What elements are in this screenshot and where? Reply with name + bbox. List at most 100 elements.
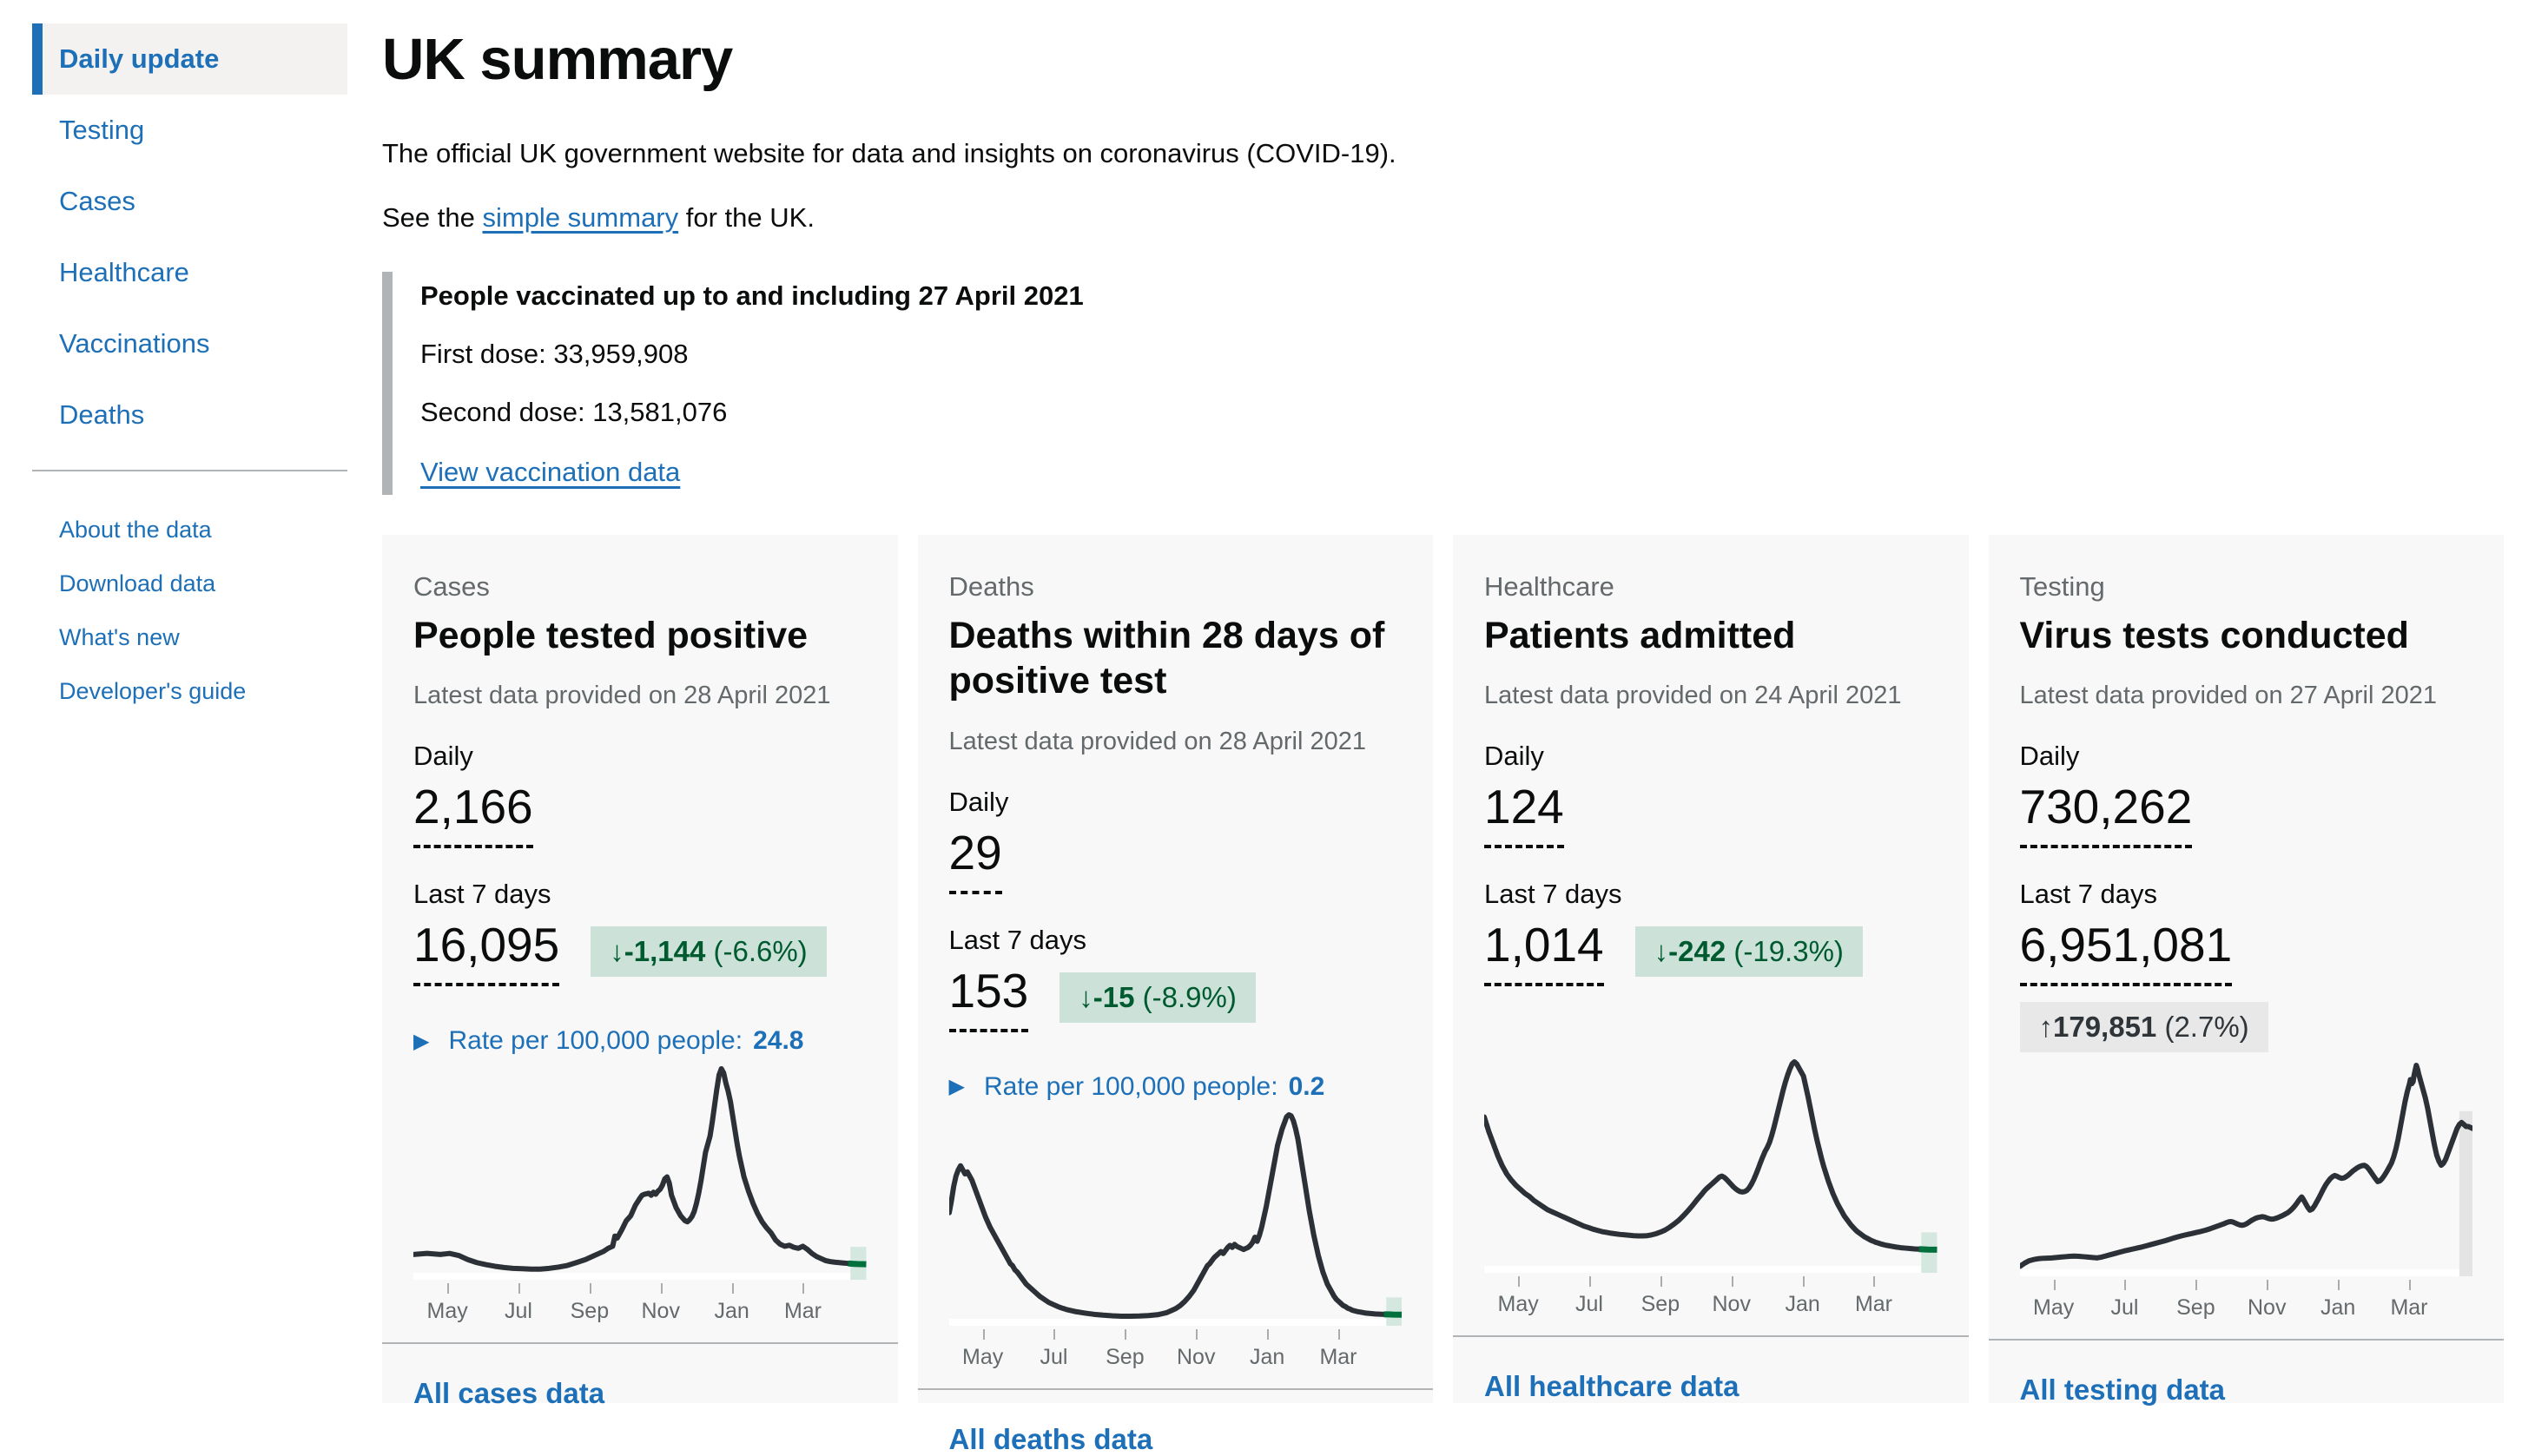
daily-value: 29	[948, 825, 1002, 894]
change-percent: (2.7%)	[2156, 1011, 2249, 1044]
axis-month-label: May	[961, 1344, 1004, 1369]
sidebar-item-healthcare[interactable]: Healthcare	[32, 237, 347, 308]
rate-value: 0.2	[1288, 1071, 1325, 1101]
all-deaths-data-link[interactable]: All deaths data	[948, 1422, 1153, 1455]
sidebar-item-label: Cases	[59, 186, 135, 216]
sidebar-item-cases[interactable]: Cases	[32, 166, 347, 237]
rate-disclosure[interactable]: ▶ Rate per 100,000 people: 0.2	[949, 1072, 1403, 1102]
daily-label: Daily	[1484, 741, 1544, 772]
change-value: -15	[1093, 980, 1135, 1013]
sidebar-item-label: What's new	[59, 623, 180, 650]
sidebar-item-testing[interactable]: Testing	[32, 95, 347, 166]
testing-trend-chart	[2019, 1052, 2472, 1277]
axis-month-label: Nov	[641, 1299, 680, 1324]
axis-month-label: Jan	[714, 1299, 749, 1324]
axis-tick	[2267, 1280, 2269, 1291]
daily-label: Daily	[413, 741, 473, 772]
chart-month-axis: May Jul Sep Nov Jan Mar	[413, 1281, 867, 1337]
rate-value: 24.8	[753, 1026, 804, 1056]
card-cases: Cases People tested positive Latest data…	[382, 535, 898, 1409]
card-testing: Testing Virus tests conducted Latest dat…	[1988, 535, 2504, 1406]
sidebar-item-label: Vaccinations	[59, 328, 210, 359]
axis-tick	[1873, 1276, 1876, 1287]
axis-tick	[1337, 1328, 1340, 1340]
axis-tick	[1731, 1276, 1733, 1287]
all-healthcare-data-link[interactable]: All healthcare data	[1484, 1370, 1740, 1402]
daily-value: 730,262	[2019, 779, 2193, 849]
intro-text: The official UK government website for d…	[382, 138, 1396, 168]
sidebar-item-vaccinations[interactable]: Vaccinations	[32, 308, 347, 379]
sidebar-item-deaths[interactable]: Deaths	[32, 379, 347, 451]
axis-tick	[2195, 1280, 2198, 1291]
simple-summary-line: See the simple summary for the UK.	[382, 202, 2504, 234]
latest-data-caption: Latest data provided on 28 April 2021	[948, 727, 1366, 755]
view-vaccination-data-link[interactable]: View vaccination data	[420, 457, 681, 487]
daily-label: Daily	[2019, 741, 2080, 772]
page-title: UK summary	[382, 27, 733, 92]
axis-month-label: Nov	[1712, 1292, 1751, 1316]
card-eyebrow: Deaths	[948, 571, 1034, 602]
axis-month-label: Sep	[1106, 1344, 1145, 1369]
axis-month-label: Mar	[1319, 1344, 1357, 1369]
sidebar-divider	[32, 470, 347, 471]
summary-cards: Cases People tested positive Latest data…	[382, 535, 2504, 1455]
second-dose-line: Second dose: 13,581,076	[420, 397, 728, 427]
card-divider	[917, 1387, 1433, 1390]
axis-month-label: Jul	[2110, 1295, 2139, 1321]
sidebar-item-download-data[interactable]: Download data	[32, 557, 347, 610]
latest-data-caption: Latest data provided on 27 April 2021	[2019, 682, 2437, 710]
axis-month-label: Sep	[570, 1299, 610, 1324]
sidebar-item-developers-guide[interactable]: Developer's guide	[32, 664, 347, 718]
axis-tick	[1518, 1276, 1521, 1287]
axis-month-label: Jul	[505, 1299, 532, 1324]
sidebar-item-whats-new[interactable]: What's new	[32, 610, 347, 664]
sidebar-item-label: Developer's guide	[59, 677, 247, 704]
deaths-trend-chart	[948, 1102, 1402, 1326]
last7-value: 1,014	[1484, 917, 1604, 987]
card-healthcare: Healthcare Patients admitted Latest data…	[1453, 535, 1969, 1403]
rate-label: Rate per 100,000 people:	[983, 1071, 1278, 1101]
card-divider	[382, 1342, 898, 1345]
change-percent: (-19.3%)	[1726, 935, 1844, 968]
axis-tick	[1802, 1276, 1805, 1287]
axis-tick	[2338, 1280, 2340, 1291]
cases-trend-chart	[413, 1056, 867, 1281]
card-eyebrow: Healthcare	[1484, 571, 1614, 602]
axis-month-label: Nov	[2248, 1295, 2287, 1321]
vaccination-summary-box: People vaccinated up to and including 27…	[382, 272, 2504, 495]
last7-value: 153	[948, 963, 1029, 1032]
sidebar-item-label: Download data	[59, 570, 216, 596]
daily-value: 2,166	[413, 779, 533, 849]
axis-month-label: Mar	[783, 1299, 822, 1324]
chart-block: May Jul Sep Nov Jan Mar	[413, 1056, 867, 1337]
chart-block: May Jul Sep Nov Jan Mar	[948, 1102, 1402, 1383]
last7-label: Last 7 days	[1484, 879, 1622, 910]
card-title: Virus tests conducted	[2019, 615, 2409, 656]
change-value: -1,144	[624, 935, 706, 968]
chart-block: May Jul Sep Nov Jan Mar	[2019, 1052, 2472, 1334]
axis-month-label: May	[2032, 1295, 2075, 1321]
simple-summary-link[interactable]: simple summary	[482, 202, 679, 233]
axis-tick	[802, 1283, 805, 1295]
card-deaths: Deaths Deaths within 28 days of positive…	[917, 535, 1433, 1455]
card-title: Patients admitted	[1484, 615, 1796, 656]
chart-month-axis: May Jul Sep Nov Jan Mar	[1484, 1275, 1938, 1330]
axis-month-label: Mar	[1854, 1292, 1893, 1316]
sidebar-item-label: Daily update	[59, 43, 220, 74]
sidebar-item-label: Testing	[59, 115, 145, 145]
axis-tick	[447, 1283, 450, 1295]
rate-disclosure[interactable]: ▶ Rate per 100,000 people: 24.8	[413, 1026, 867, 1056]
axis-tick	[1053, 1328, 1056, 1340]
all-testing-data-link[interactable]: All testing data	[2019, 1374, 2226, 1407]
sidebar-item-daily-update[interactable]: Daily update	[32, 23, 347, 95]
sidebar-item-about-the-data[interactable]: About the data	[32, 503, 347, 557]
main-content: UK summary The official UK government we…	[382, 26, 2504, 1455]
sidebar-secondary-nav: About the data Download data What's new …	[32, 503, 347, 718]
all-cases-data-link[interactable]: All cases data	[413, 1377, 605, 1410]
daily-label: Daily	[948, 786, 1009, 817]
axis-month-label: Jan	[2320, 1295, 2356, 1321]
change-badge: ↓-242 (-19.3%)	[1634, 926, 1863, 978]
sidebar-item-label: Deaths	[59, 399, 145, 430]
arrow-down-icon: ↓	[610, 935, 624, 968]
axis-tick	[982, 1328, 985, 1340]
